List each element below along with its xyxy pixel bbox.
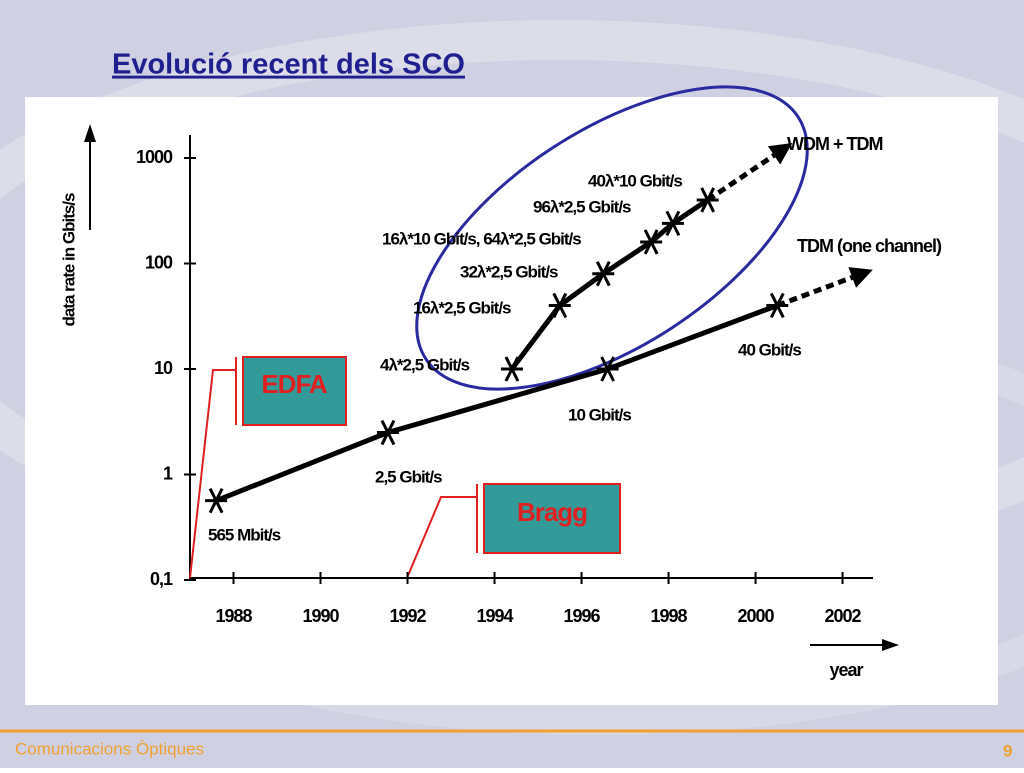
x-tick-label: 1990: [302, 606, 339, 626]
data-label: 2,5 Gbit/s: [375, 467, 442, 486]
series-name: WDM + TDM: [787, 134, 882, 154]
data-label: 40λ*10 Gbit/s: [588, 171, 682, 190]
y-tick-label: 100: [145, 252, 173, 272]
y-axis-label: data rate in Gbits/s: [59, 193, 78, 327]
data-label: 16λ*2,5 Gbit/s: [413, 298, 511, 317]
data-label: 96λ*2,5 Gbit/s: [533, 197, 631, 216]
data-label: 16λ*10 Gbit/s, 64λ*2,5 Gbit/s: [382, 229, 581, 248]
data-label: 4λ*2,5 Gbit/s: [380, 355, 470, 374]
page-number: 9: [1003, 741, 1012, 760]
data-label: 40 Gbit/s: [738, 340, 801, 359]
y-tick-label: 1000: [136, 147, 173, 167]
x-tick-label: 1992: [389, 606, 426, 626]
data-label: 10 Gbit/s: [568, 405, 631, 424]
series-name: TDM (one channel): [797, 236, 942, 256]
x-tick-label: 1996: [564, 606, 601, 626]
y-tick-label: 10: [154, 358, 173, 378]
footer: Comunicacions Òptiques: [15, 739, 204, 758]
x-tick-label: 2000: [738, 606, 775, 626]
data-label: 565 Mbit/s: [208, 525, 281, 544]
annotation: Bragg: [517, 497, 587, 527]
x-tick-label: 2002: [825, 606, 862, 626]
x-axis-label: year: [829, 660, 863, 680]
annotation: EDFA: [261, 369, 328, 399]
x-tick-label: 1994: [476, 606, 513, 626]
slide-title: Evolució recent dels SCO: [112, 49, 465, 81]
x-tick-label: 1988: [215, 606, 252, 626]
x-tick-label: 1998: [651, 606, 688, 626]
data-label: 32λ*2,5 Gbit/s: [460, 262, 558, 281]
y-tick-label: 1: [163, 463, 173, 483]
y-tick-label: 0,1: [150, 569, 173, 589]
page: Evolució recent dels SCO Comunicacions Ò…: [0, 0, 1024, 768]
slide: Evolució recent dels SCO Comunicacions Ò…: [0, 0, 1024, 768]
